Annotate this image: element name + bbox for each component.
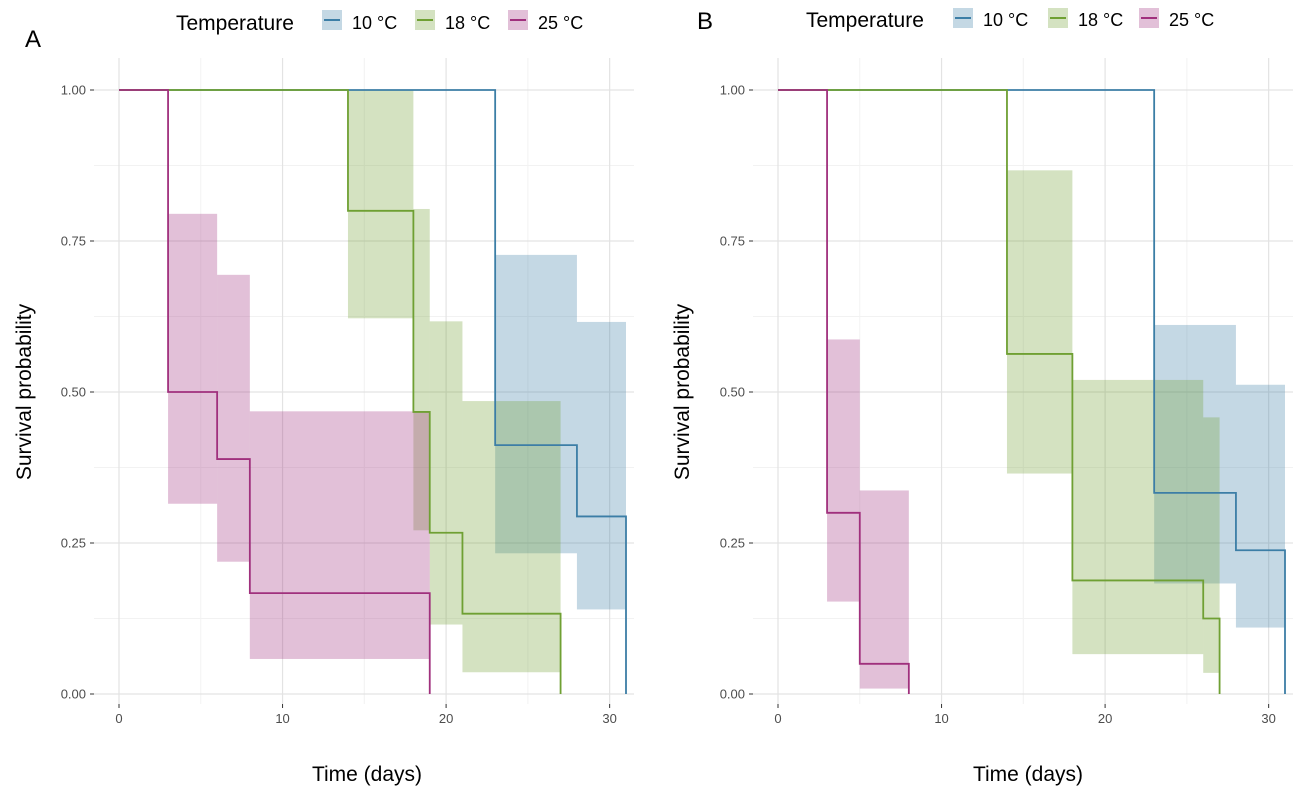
confidence-band [495,254,577,554]
y-tick-label: 0.75 [720,234,745,249]
panel-a-y-axis-title: Survival probability [13,303,36,480]
confidence-bands [827,170,1285,689]
y-tick-label: 1.00 [61,83,86,98]
confidence-band [1154,324,1236,584]
survival-curve-line [119,89,431,694]
legend-label-10c: 10 °C [352,13,397,33]
y-tick-label: 1.00 [720,83,745,98]
x-tick-label: 20 [1098,711,1112,726]
confidence-band [1006,170,1073,474]
legend-label-25c: 25 °C [538,13,583,33]
x-tick-label: 10 [934,711,948,726]
confidence-band [413,208,430,531]
panel-a-plot-area: 0.00 0.25 0.50 0.75 1.00 0 10 20 30 [61,58,634,726]
x-tick-label: 30 [1261,711,1275,726]
panel-b: B Temperature 10 °C 18 °C 25 °C 0.00 0.25… [671,8,1293,786]
survival-curves [778,89,1286,694]
panel-b-tag: B [697,8,713,35]
x-tick-label: 20 [439,711,453,726]
survival-curve-line [778,89,1286,694]
panel-b-legend: Temperature 10 °C 18 °C 25 °C [806,8,1214,32]
panel-b-x-axis-title: Time (days) [973,763,1083,786]
confidence-band [1235,384,1285,628]
x-tick-label: 10 [275,711,289,726]
x-tick-label: 30 [602,711,616,726]
survival-curve-line [778,89,910,694]
legend-title: Temperature [806,9,924,32]
confidence-band [249,411,430,659]
survival-curves [119,89,627,694]
y-tick-label: 0.50 [720,385,745,400]
legend-label-10c: 10 °C [983,10,1028,30]
confidence-band [1072,379,1204,655]
x-tick-label: 0 [774,711,781,726]
panel-a-x-axis-title: Time (days) [312,763,422,786]
y-tick-label: 0.00 [61,687,86,702]
legend-label-18c: 18 °C [445,13,490,33]
panel-a: A Temperature 10 °C 18 °C 25 °C 0.00 0.25… [13,10,634,786]
legend-label-25c: 25 °C [1169,10,1214,30]
confidence-band [168,213,218,504]
panel-b-y-axis-title: Survival probability [671,303,694,480]
panel-a-tag: A [25,26,41,53]
y-tick-label: 0.50 [61,385,86,400]
confidence-band [429,321,463,625]
confidence-band [1203,417,1220,673]
confidence-band [859,490,909,689]
survival-curve-line [119,89,627,694]
panel-a-legend: Temperature 10 °C 18 °C 25 °C [176,10,583,35]
confidence-band [576,321,626,610]
survival-curve-line [119,89,562,694]
grid [94,58,634,704]
confidence-bands [168,90,626,673]
grid [753,58,1293,704]
y-tick-label: 0.25 [61,536,86,551]
y-tick-label: 0.00 [720,687,745,702]
legend-label-18c: 18 °C [1078,10,1123,30]
axes: 0.00 0.25 0.50 0.75 1.00 0 10 20 30 [720,83,1276,727]
confidence-band [347,90,414,319]
legend-title: Temperature [176,12,294,35]
y-tick-label: 0.75 [61,234,86,249]
confidence-band [827,339,860,602]
confidence-band [217,274,250,562]
axes: 0.00 0.25 0.50 0.75 1.00 0 10 20 30 [61,83,617,727]
y-tick-label: 0.25 [720,536,745,551]
survival-curve-line [778,89,1221,694]
x-tick-label: 0 [115,711,122,726]
panel-b-plot-area: 0.00 0.25 0.50 0.75 1.00 0 10 20 30 [720,58,1293,726]
confidence-band [462,401,561,673]
